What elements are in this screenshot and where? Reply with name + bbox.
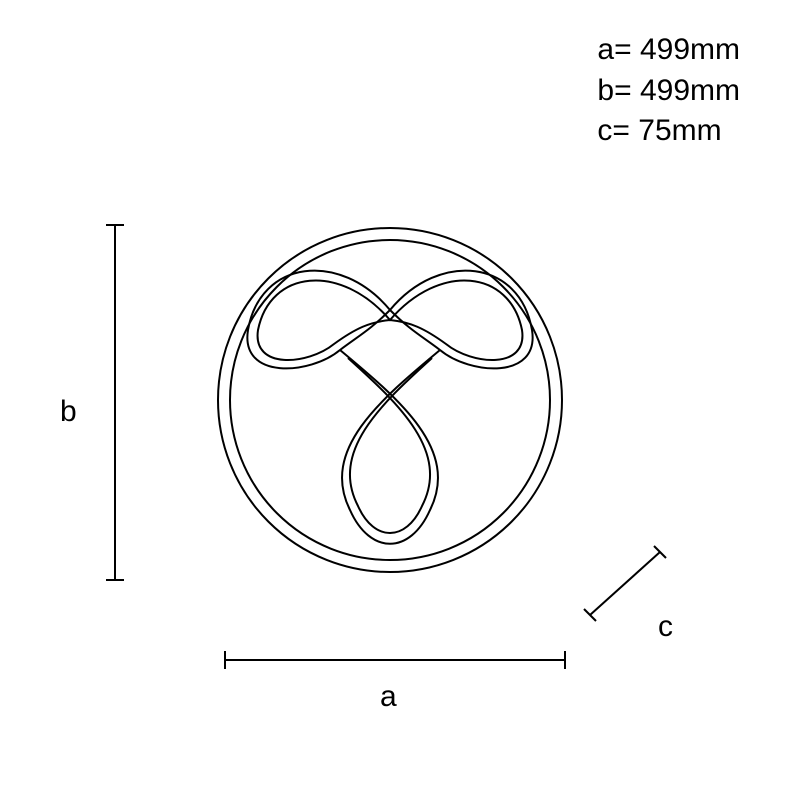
label-c: c — [658, 610, 673, 644]
label-b: b — [60, 395, 77, 429]
dimension-c-line — [584, 546, 666, 621]
dimension-b-line — [106, 225, 124, 580]
product-outline — [218, 228, 562, 572]
dimension-a-line — [225, 651, 565, 669]
technical-diagram — [0, 0, 800, 800]
diagram-svg — [0, 0, 800, 800]
label-a: a — [380, 680, 397, 714]
